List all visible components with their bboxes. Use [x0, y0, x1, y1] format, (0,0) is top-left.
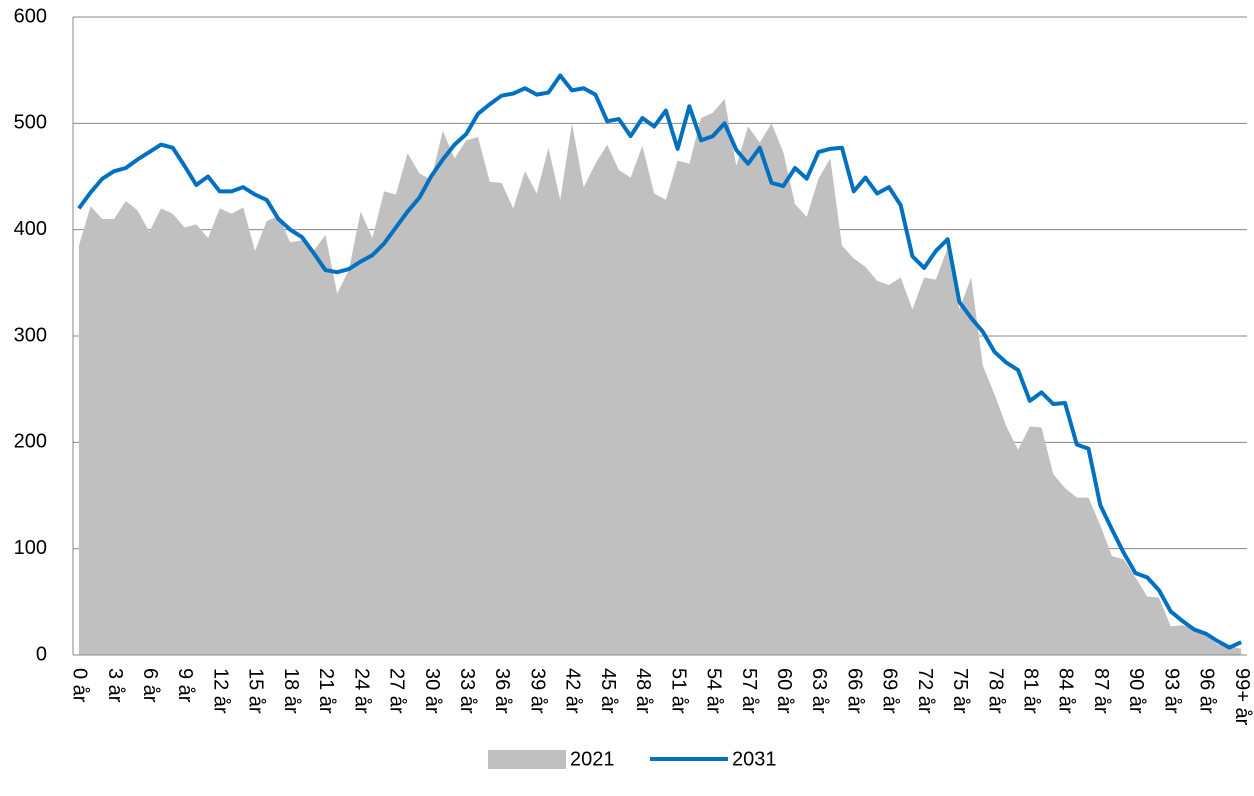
y-tick-label: 0 — [36, 643, 47, 665]
x-tick-label: 30 år — [421, 668, 443, 714]
x-tick-label: 42 år — [562, 668, 584, 714]
y-tick-label: 200 — [14, 431, 47, 453]
x-tick-label: 21 år — [315, 668, 337, 714]
x-tick-label: 27 år — [386, 668, 408, 714]
legend-label: 2031 — [732, 748, 777, 770]
x-tick-label: 24 år — [350, 668, 372, 714]
x-tick-label: 0 år — [69, 668, 91, 703]
area-series — [78, 98, 1242, 656]
y-tick-label: 100 — [14, 537, 47, 559]
y-tick-label: 300 — [14, 324, 47, 346]
x-tick-label: 90 år — [1125, 668, 1147, 714]
x-tick-label: 15 år — [245, 668, 267, 714]
x-tick-label: 63 år — [808, 668, 830, 714]
x-tick-label: 87 år — [1090, 668, 1112, 714]
x-tick-label: 33 år — [456, 668, 478, 714]
x-tick-label: 45 år — [597, 668, 619, 714]
x-tick-label: 39 år — [526, 668, 548, 714]
x-tick-label: 36 år — [491, 668, 513, 714]
x-tick-label: 54 år — [703, 668, 725, 714]
x-tick-label: 78 år — [984, 668, 1006, 714]
x-tick-label: 57 år — [738, 668, 760, 714]
x-tick-label: 93 år — [1160, 668, 1182, 714]
x-tick-label: 66 år — [843, 668, 865, 714]
x-tick-label: 84 år — [1055, 668, 1077, 714]
line-series — [77, 73, 1242, 650]
x-tick-label: 18 år — [280, 668, 302, 714]
x-tick-label: 60 år — [773, 668, 795, 714]
x-tick-label: 51 år — [667, 668, 689, 714]
x-tick-label: 48 år — [632, 668, 654, 714]
x-tick-label: 3 år — [104, 668, 126, 703]
y-tick-label: 500 — [14, 112, 47, 134]
x-tick-label: 69 år — [879, 668, 901, 714]
x-tick-label: 12 år — [209, 668, 231, 714]
legend-swatch — [488, 750, 566, 769]
x-tick-label: 6 år — [139, 668, 161, 703]
x-tick-label: 96 år — [1196, 668, 1218, 714]
y-tick-label: 600 — [14, 5, 47, 27]
y-tick-label: 400 — [14, 218, 47, 240]
x-tick-label: 81 år — [1020, 668, 1042, 714]
legend-label: 2021 — [570, 748, 615, 770]
x-tick-label: 75 år — [949, 668, 971, 714]
x-tick-label: 99+ år — [1231, 668, 1253, 726]
x-tick-label: 72 år — [914, 668, 936, 714]
x-tick-label: 9 år — [174, 668, 196, 703]
